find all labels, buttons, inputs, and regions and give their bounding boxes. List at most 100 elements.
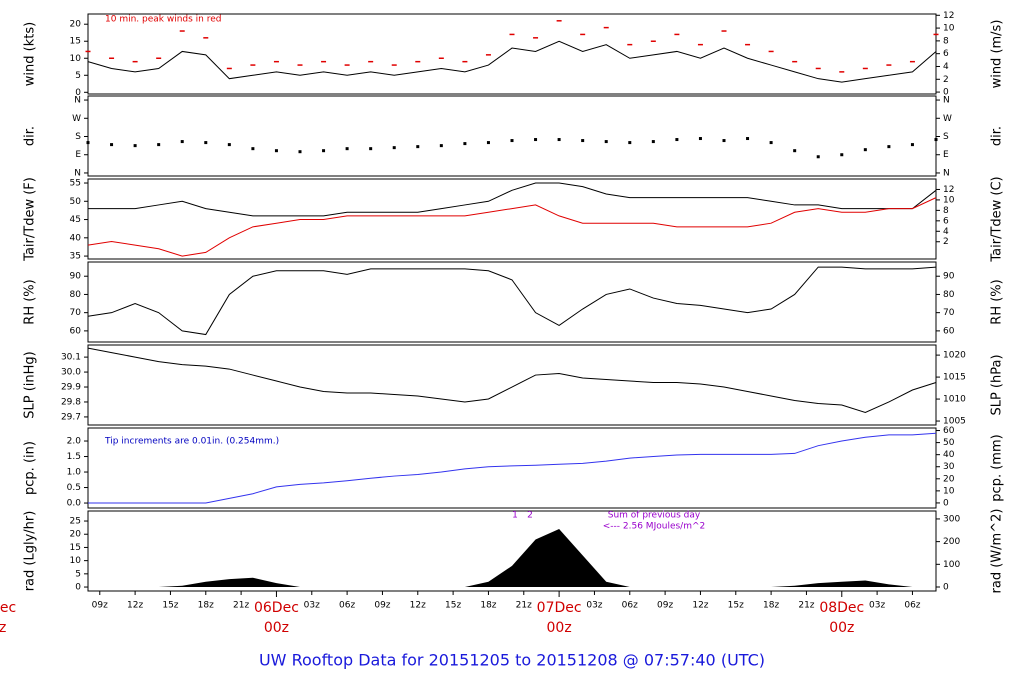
date-label: 08Dec bbox=[819, 600, 864, 616]
date-hour-label: 00z bbox=[0, 620, 6, 636]
date-label: 06Dec bbox=[254, 600, 299, 616]
y2-tick-label: 4 bbox=[943, 62, 949, 72]
x-tick-label: 09z bbox=[374, 601, 390, 611]
point bbox=[863, 148, 867, 152]
data-area bbox=[88, 528, 936, 588]
y2-tick-label: 100 bbox=[943, 560, 960, 570]
y2-tick-label: 1005 bbox=[943, 417, 966, 427]
x-tick-label: 03z bbox=[586, 601, 602, 611]
point bbox=[557, 138, 561, 142]
y-tick-label: 55 bbox=[70, 179, 81, 189]
y-tick-label: 1.0 bbox=[67, 468, 82, 478]
y2-tick-label: N bbox=[943, 96, 950, 106]
y-axis-label: RH (%) bbox=[23, 279, 38, 324]
y-tick-label: 15 bbox=[70, 37, 81, 47]
y-tick-label: 35 bbox=[70, 252, 81, 262]
y-tick-label: W bbox=[72, 114, 81, 124]
y-tick-label: E bbox=[75, 150, 81, 160]
y-axis-label: SLP (inHg) bbox=[23, 351, 38, 419]
y-tick-label: 10 bbox=[70, 556, 82, 566]
point bbox=[227, 143, 231, 147]
y-tick-label: 40 bbox=[70, 233, 82, 243]
y-axis-label: Tair/Tdew (F) bbox=[23, 177, 38, 262]
y-tick-label: 50 bbox=[70, 197, 82, 207]
y2-axis-label: Tair/Tdew (C) bbox=[990, 176, 1005, 262]
x-tick-label: 06z bbox=[339, 601, 355, 611]
y2-tick-label: 12 bbox=[943, 185, 954, 195]
y-tick-label: 90 bbox=[70, 272, 82, 282]
x-tick-label: 18z bbox=[480, 601, 496, 611]
y2-tick-label: 200 bbox=[943, 537, 960, 547]
y-tick-label: 20 bbox=[70, 530, 82, 540]
x-tick-label: 12z bbox=[410, 601, 426, 611]
x-tick-label: 12z bbox=[127, 601, 143, 611]
y-tick-label: 30.1 bbox=[61, 353, 81, 363]
x-tick-label: 15z bbox=[445, 601, 461, 611]
y-tick-label: 29.7 bbox=[61, 412, 81, 422]
y-tick-label: 60 bbox=[70, 326, 82, 336]
y2-tick-label: 1020 bbox=[943, 351, 966, 361]
y2-tick-label: 8 bbox=[943, 36, 949, 46]
y-tick-label: 20 bbox=[70, 20, 82, 30]
panel-frame bbox=[87, 510, 937, 592]
y-tick-label: 0.5 bbox=[67, 483, 81, 493]
annotation: Tip increments are 0.01in. (0.254mm.) bbox=[104, 437, 279, 447]
y-tick-label: S bbox=[75, 132, 81, 142]
point bbox=[651, 140, 655, 144]
x-tick-label: 15z bbox=[162, 601, 178, 611]
y-tick-label: 0.0 bbox=[67, 499, 82, 509]
point bbox=[274, 149, 278, 153]
point bbox=[298, 150, 302, 154]
data-line bbox=[88, 432, 937, 504]
y2-tick-label: 20 bbox=[943, 474, 955, 484]
y2-axis-label: pcp. (mm) bbox=[990, 434, 1005, 501]
point bbox=[816, 155, 820, 159]
y2-tick-label: 8 bbox=[943, 206, 949, 216]
chart-title: UW Rooftop Data for 20151205 to 20151208… bbox=[259, 651, 765, 670]
y2-tick-label: 50 bbox=[943, 438, 955, 448]
point bbox=[86, 141, 90, 145]
y-tick-label: 0 bbox=[75, 583, 81, 593]
point bbox=[698, 137, 702, 141]
y-tick-label: 80 bbox=[70, 290, 82, 300]
point bbox=[322, 149, 326, 153]
point bbox=[534, 138, 538, 142]
y-tick-label: 5 bbox=[75, 569, 81, 579]
point bbox=[722, 139, 726, 143]
x-tick-label: 06z bbox=[622, 601, 638, 611]
y-tick-label: 29.8 bbox=[61, 397, 81, 407]
date-label: 05Dec bbox=[0, 600, 16, 616]
y-tick-label: 5 bbox=[75, 71, 81, 81]
panel-frame bbox=[87, 13, 937, 95]
y2-tick-label: 300 bbox=[943, 514, 960, 524]
y2-tick-label: 60 bbox=[943, 426, 955, 436]
x-tick-label: 09z bbox=[92, 601, 108, 611]
y-axis-label: dir. bbox=[23, 126, 38, 146]
annotation: 10 min. peak winds in red bbox=[105, 15, 222, 25]
x-tick-label: 21z bbox=[798, 601, 814, 611]
y-tick-label: N bbox=[74, 96, 81, 106]
point bbox=[887, 145, 891, 149]
point bbox=[746, 137, 750, 141]
x-tick-label: 12z bbox=[692, 601, 708, 611]
y-tick-label: N bbox=[74, 168, 81, 178]
point bbox=[604, 140, 608, 144]
y2-tick-label: 2 bbox=[943, 75, 949, 85]
point bbox=[345, 147, 349, 151]
date-hour-label: 00z bbox=[547, 620, 572, 636]
y2-tick-label: 6 bbox=[943, 49, 949, 59]
y2-tick-label: 60 bbox=[943, 326, 955, 336]
y2-axis-label: RH (%) bbox=[990, 279, 1005, 324]
x-tick-label: 21z bbox=[233, 601, 249, 611]
point bbox=[675, 138, 679, 142]
y2-tick-label: 40 bbox=[943, 450, 955, 460]
point bbox=[910, 143, 914, 147]
y2-tick-label: 30 bbox=[943, 462, 955, 472]
y2-tick-label: 12 bbox=[943, 11, 954, 21]
y2-tick-label: N bbox=[943, 168, 950, 178]
y2-axis-label: rad (W/m^2) bbox=[990, 509, 1005, 594]
y-tick-label: 10 bbox=[70, 54, 82, 64]
y2-tick-label: 80 bbox=[943, 290, 955, 300]
annotation: 2 bbox=[527, 511, 533, 521]
